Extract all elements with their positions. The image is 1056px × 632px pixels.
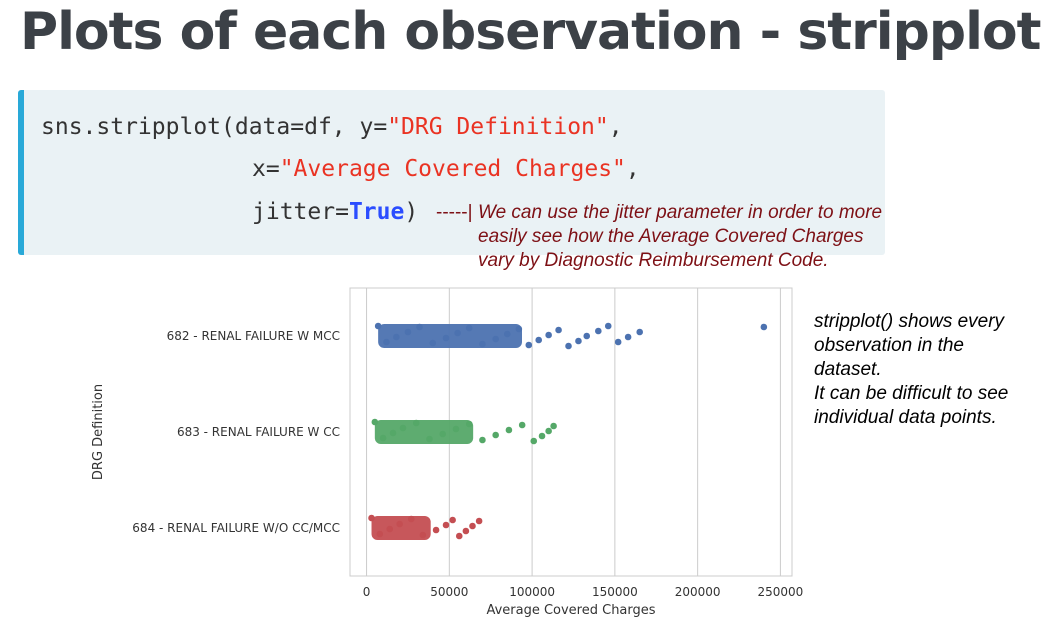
data-point [404, 328, 412, 336]
data-point [399, 424, 407, 432]
data-point [462, 527, 470, 535]
data-point [492, 431, 499, 439]
data-point [760, 323, 768, 331]
annotation-line: It can be difficult to see [814, 383, 1009, 404]
data-point [442, 521, 450, 529]
code-text: jitter= [252, 199, 349, 225]
data-point [614, 338, 622, 346]
annotation-line: dataset. [814, 359, 882, 380]
data-point [449, 516, 456, 524]
data-point [503, 330, 511, 338]
code-text: , [608, 114, 623, 140]
data-point [442, 334, 450, 342]
data-point [525, 341, 533, 349]
data-point [439, 430, 447, 438]
side-annotation: stripplot() shows every observation in t… [814, 310, 1054, 430]
x-tick-label: 150000 [592, 585, 638, 599]
data-point [636, 328, 644, 336]
data-point [515, 325, 523, 333]
strip-band [378, 324, 522, 348]
data-point [465, 324, 473, 332]
data-point [530, 437, 538, 445]
code-line-2: x="Average Covered Charges", [252, 156, 640, 182]
slide-title: Plots of each observation - stripplot [20, 2, 1041, 62]
data-point [545, 427, 552, 435]
annotation-line: individual data points. [814, 407, 997, 428]
data-point [429, 339, 437, 347]
code-text: x= [252, 156, 280, 182]
data-point [379, 434, 387, 442]
stripplot-chart: 0 50000 100000 150000 200000 250000 682 - RENA… [91, 287, 804, 618]
data-point [393, 333, 400, 341]
code-text: sns.stripplot(data=df, y= [41, 114, 388, 140]
strip-band [374, 420, 474, 444]
data-point [419, 531, 427, 539]
data-point [550, 422, 557, 430]
annotation-line: vary by Diagnostic Reimbursement Code. [478, 250, 829, 271]
data-point [595, 327, 602, 335]
data-point [374, 322, 382, 330]
data-point [455, 532, 463, 540]
data-point [518, 421, 526, 429]
data-point [604, 322, 612, 330]
data-point [545, 331, 552, 339]
data-point [383, 338, 390, 346]
data-point [505, 426, 513, 434]
y-tick-label: 683 - RENAL FAILURE W CC [177, 425, 340, 439]
code-line-1: sns.stripplot(data=df, y="DRG Definition… [41, 114, 623, 140]
data-point [492, 335, 499, 343]
data-point [538, 432, 546, 440]
data-point [452, 425, 460, 433]
annotation-line: We can use the jitter parameter in order… [478, 202, 883, 223]
data-point [386, 525, 394, 533]
y-tick-label: 682 - RENAL FAILURE W MCC [167, 329, 340, 343]
data-point [396, 520, 403, 528]
data-point [454, 329, 461, 337]
x-axis-label: Average Covered Charges [486, 603, 655, 618]
data-point [479, 340, 486, 348]
data-point [407, 515, 415, 523]
data-point [389, 429, 397, 437]
data-point [565, 342, 572, 350]
x-tick-label: 0 [363, 585, 371, 599]
annotation-line: stripplot() shows every [814, 311, 1005, 332]
data-point [465, 420, 473, 428]
code-line-3: jitter=True) [252, 199, 418, 225]
data-point [368, 514, 375, 522]
x-tick-label: 100000 [509, 585, 555, 599]
data-point [371, 418, 379, 426]
annotation-connector: -----| [436, 202, 473, 223]
data-point [469, 522, 476, 530]
data-point [475, 517, 483, 525]
code-block: sns.stripplot(data=df, y="DRG Definition… [18, 90, 885, 255]
data-point [583, 332, 591, 340]
jitter-annotation: -----| We can use the jitter parameter i… [436, 201, 948, 273]
y-tick-label: 684 - RENAL FAILURE W/O CC/MCC [132, 521, 340, 535]
data-point [575, 337, 582, 345]
y-axis-label: DRG Definition [91, 384, 106, 480]
code-keyword: True [348, 199, 405, 225]
data-point [432, 526, 440, 534]
data-point [624, 333, 632, 341]
annotation-line: observation in the [814, 335, 964, 356]
x-tick-label: 250000 [758, 585, 804, 599]
data-point [479, 436, 486, 444]
x-tick-label: 50000 [430, 585, 468, 599]
data-point [426, 435, 433, 443]
code-text: , [625, 156, 640, 182]
data-point [535, 336, 543, 344]
data-point [376, 530, 384, 538]
code-string: "Average Covered Charges" [279, 156, 626, 182]
strip-band [371, 516, 431, 540]
annotation-line: easily see how the Average Covered Charg… [478, 226, 864, 247]
data-point [412, 419, 420, 427]
code-text: ) [404, 199, 419, 225]
code-string: "DRG Definition" [387, 114, 609, 140]
data-point [416, 323, 423, 331]
data-point [555, 326, 562, 334]
x-tick-label: 200000 [675, 585, 721, 599]
